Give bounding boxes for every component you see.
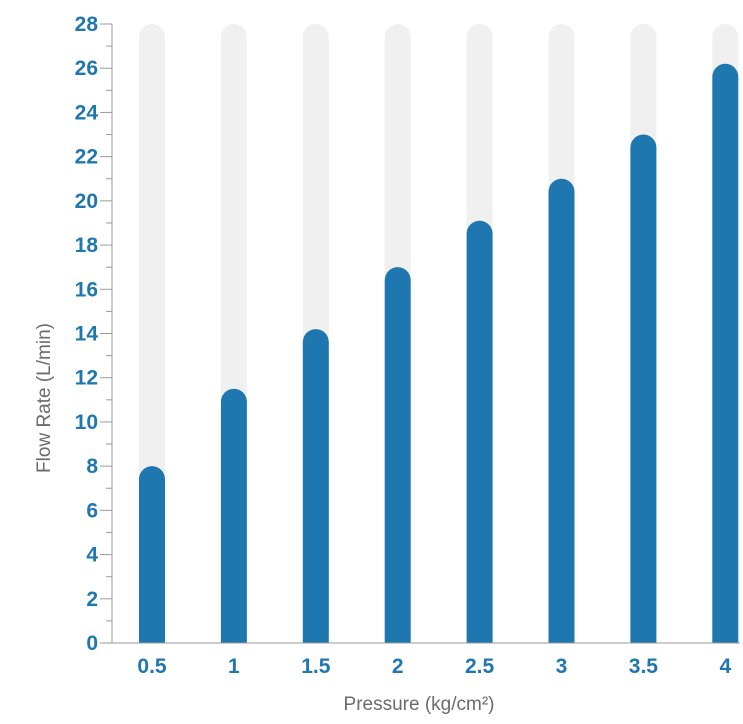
y-tick-label: 6 — [86, 499, 98, 522]
y-tick-label: 14 — [75, 323, 99, 346]
bar — [466, 220, 493, 643]
y-tick-label: 26 — [75, 57, 98, 80]
x-tick-label: 3 — [556, 655, 568, 678]
bar — [384, 267, 411, 643]
bar — [548, 178, 575, 644]
x-tick-label: 2 — [392, 655, 404, 678]
bar — [220, 388, 247, 643]
y-tick-label: 18 — [75, 234, 99, 257]
y-axis-title: Flow Rate (L/min) — [34, 323, 55, 473]
x-axis-title: Pressure (kg/cm²) — [344, 694, 495, 715]
x-tick-label: 2.5 — [465, 655, 495, 678]
bar — [139, 466, 165, 643]
y-tick-label: 20 — [75, 190, 98, 213]
bar — [630, 134, 657, 644]
bars — [139, 63, 739, 644]
y-tick-label: 4 — [86, 544, 98, 567]
y-tick-label: 22 — [75, 146, 98, 169]
y-tick-label: 24 — [75, 101, 99, 124]
y-tick-label: 16 — [75, 278, 98, 301]
y-tick-label: 12 — [75, 367, 98, 390]
y-tick-label: 8 — [86, 455, 98, 478]
y-tick-label: 0 — [86, 632, 98, 655]
x-tick-label: 1 — [228, 655, 240, 678]
x-tick-label: 4 — [719, 655, 731, 678]
x-axis: 0.5 1 1.5 2 2.5 3 3.5 4 — [112, 642, 740, 678]
bar — [302, 329, 329, 643]
x-tick-label: 3.5 — [629, 655, 659, 678]
y-tick-label: 2 — [86, 588, 98, 611]
bar — [712, 63, 739, 644]
x-tick-label: 0.5 — [137, 655, 167, 678]
y-tick-label: 10 — [75, 411, 98, 434]
y-tick-label: 28 — [75, 13, 99, 36]
x-tick-label: 1.5 — [301, 655, 331, 678]
